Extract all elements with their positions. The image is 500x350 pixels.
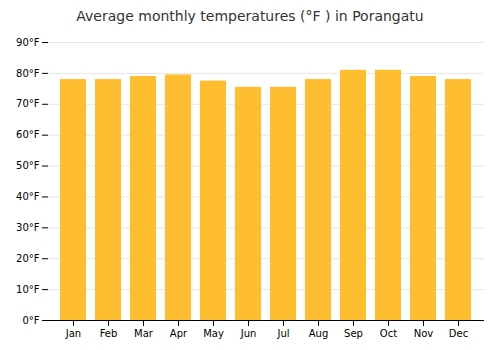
svg-text:Jul: Jul bbox=[276, 328, 289, 339]
svg-text:50°F: 50°F bbox=[16, 160, 40, 171]
html-text:Average monthly temperatures (: Average monthly temperatures (°F ) in Po… bbox=[76, 8, 424, 24]
svg-text:Apr: Apr bbox=[170, 328, 188, 339]
svg-text:30°F: 30°F bbox=[16, 222, 40, 233]
svg-text:10°F: 10°F bbox=[16, 284, 40, 295]
svg-text:40°F: 40°F bbox=[16, 191, 40, 202]
svg-text:60°F: 60°F bbox=[16, 129, 40, 140]
svg-text:80°F: 80°F bbox=[16, 68, 40, 79]
svg-text:Aug: Aug bbox=[309, 328, 329, 339]
svg-text:20°F: 20°F bbox=[16, 253, 40, 264]
svg-text:0°F: 0°F bbox=[22, 315, 39, 326]
svg-text:70°F: 70°F bbox=[16, 98, 40, 109]
svg-text:Oct: Oct bbox=[380, 328, 397, 339]
svg-text:May: May bbox=[203, 328, 224, 339]
svg-text:Jun: Jun bbox=[240, 328, 257, 339]
svg-text:Dec: Dec bbox=[449, 328, 468, 339]
svg-text:Jan: Jan bbox=[65, 328, 81, 339]
svg-text:Feb: Feb bbox=[100, 328, 118, 339]
svg-text:Sep: Sep bbox=[344, 328, 363, 339]
svg-text:Mar: Mar bbox=[134, 328, 154, 339]
svg-text:90°F: 90°F bbox=[16, 37, 40, 48]
svg-text:Nov: Nov bbox=[414, 328, 434, 339]
